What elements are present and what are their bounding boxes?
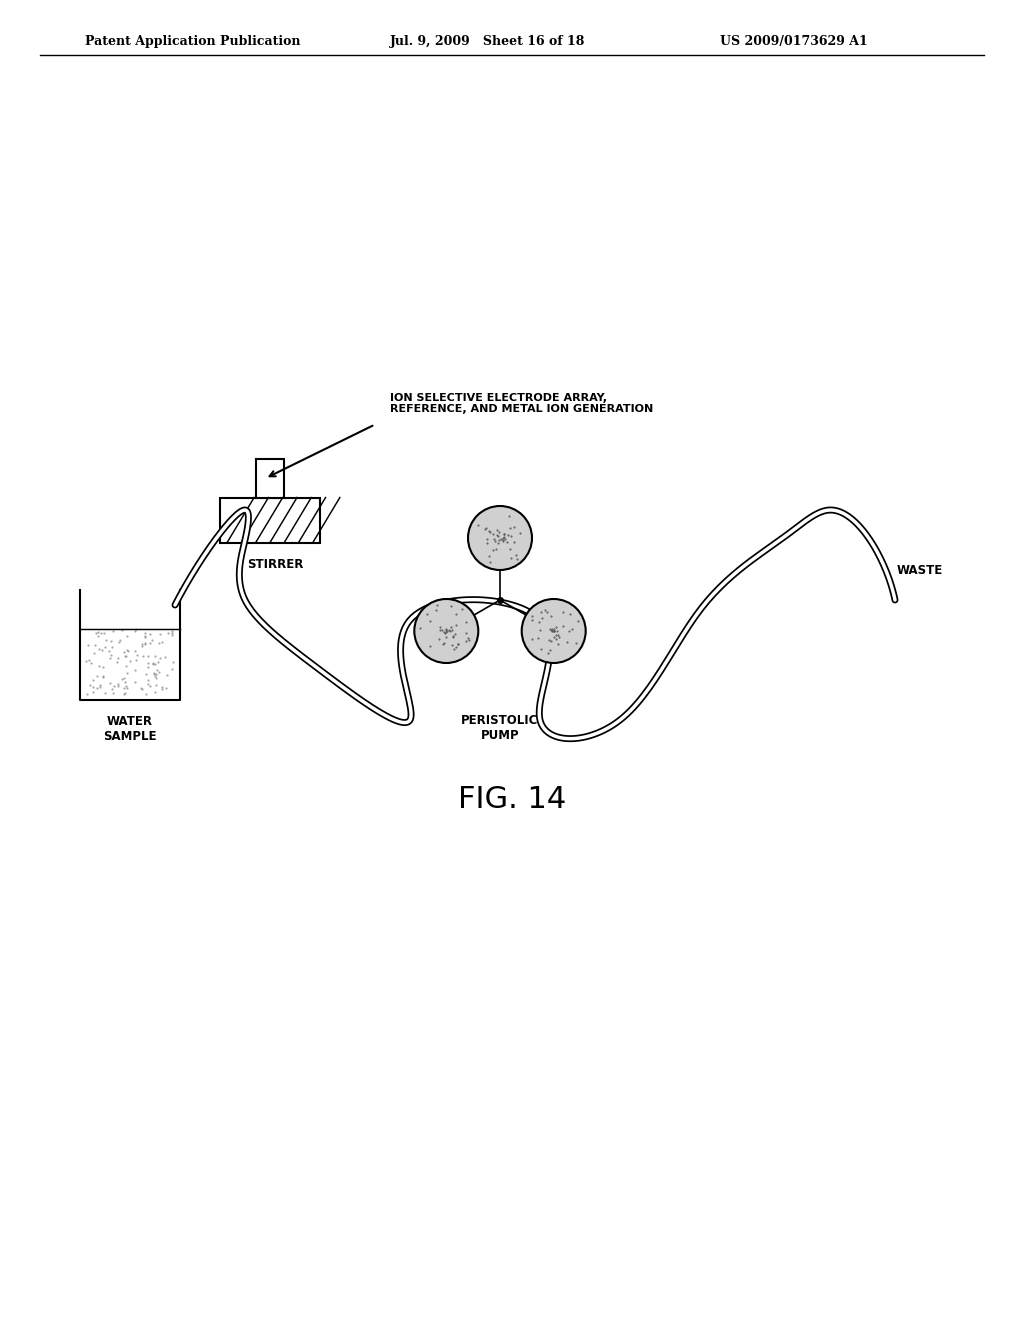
Text: PERISTOLIC
PUMP: PERISTOLIC PUMP (462, 714, 539, 742)
Circle shape (468, 506, 532, 570)
Bar (256, 459, 284, 498)
Text: WATER
SAMPLE: WATER SAMPLE (103, 715, 157, 743)
Text: Patent Application Publication: Patent Application Publication (85, 36, 300, 48)
Text: ION SELECTIVE ELECTRODE ARRAY,
REFERENCE, AND METAL ION GENERATION: ION SELECTIVE ELECTRODE ARRAY, REFERENCE… (390, 393, 653, 414)
Circle shape (521, 599, 586, 663)
Text: Jul. 9, 2009   Sheet 16 of 18: Jul. 9, 2009 Sheet 16 of 18 (390, 36, 586, 48)
Text: US 2009/0173629 A1: US 2009/0173629 A1 (720, 36, 867, 48)
Text: STIRRER: STIRRER (247, 557, 303, 570)
Bar (220, 498, 319, 543)
Text: FIG. 14: FIG. 14 (458, 785, 566, 814)
Circle shape (415, 599, 478, 663)
Text: WASTE: WASTE (897, 564, 943, 577)
